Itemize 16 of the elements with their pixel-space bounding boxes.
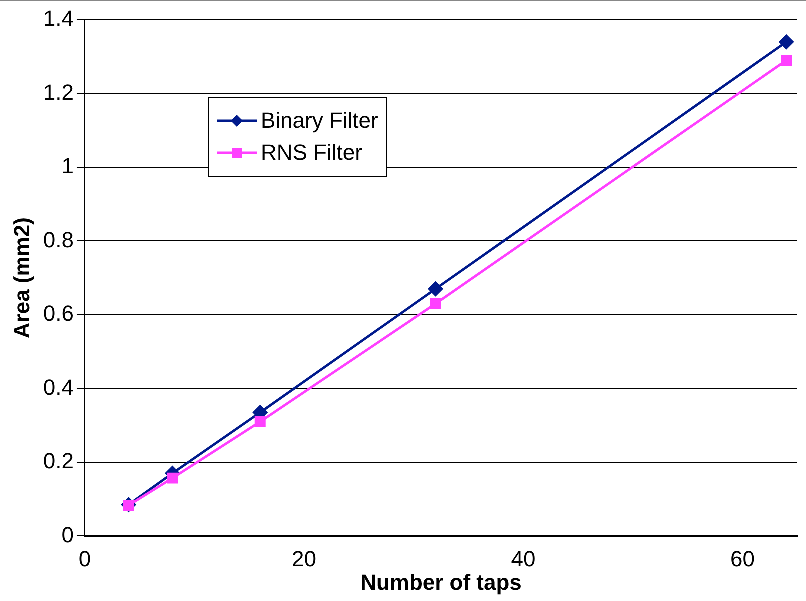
y-tick-label: 0.4 <box>43 374 74 400</box>
x-tick-label: 0 <box>78 546 92 572</box>
y-tick-label: 0.2 <box>43 448 74 474</box>
y-tick-label: 1.2 <box>43 80 74 105</box>
y-axis-title: Area (mm2) <box>9 218 34 339</box>
x-tick-label: 20 <box>292 546 316 572</box>
x-tick-label: 60 <box>730 546 755 572</box>
legend-label: RNS Filter <box>261 140 362 166</box>
x-tick-label: 40 <box>511 546 536 572</box>
y-tick-label: 0 <box>62 522 74 548</box>
legend-label: Binary Filter <box>261 108 378 134</box>
y-tick-label: 0.8 <box>43 227 74 252</box>
x-axis-title: Number of taps <box>360 570 522 595</box>
y-tick-label: 0.6 <box>43 301 74 326</box>
y-tick-label: 1.4 <box>43 6 74 32</box>
y-tick-label: 1 <box>62 154 74 179</box>
